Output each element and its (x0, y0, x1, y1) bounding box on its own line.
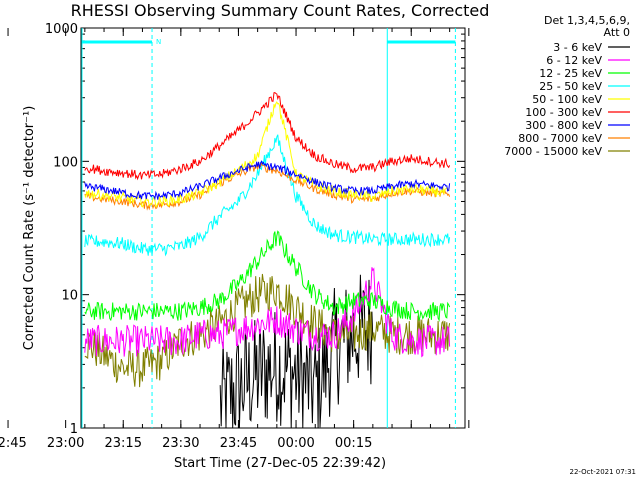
y-tick-label: 1 (70, 422, 78, 437)
x-tick-label: 00:00 (277, 436, 314, 451)
legend-label: 100 - 300 keV (525, 106, 602, 119)
x-tick-label: 23:30 (162, 436, 199, 451)
chart-title: RHESSI Observing Summary Count Rates, Co… (71, 1, 490, 20)
night-label: N (156, 38, 161, 46)
x-tick-label: 23:45 (220, 436, 257, 451)
detector-header: Det 1,3,4,5,6,9, (544, 14, 630, 27)
x-tick-label: 22:45 (0, 436, 27, 451)
series-lines (84, 92, 451, 429)
series-line-2 (84, 230, 451, 322)
axis-ticks: 1 10 100 1000 22:45 23:00 23:15 23:30 23:45 00:00… (0, 22, 470, 451)
attenuator-header: Att 0 (604, 26, 630, 39)
x-tick-label: 00:15 (335, 436, 372, 451)
legend-label: 300 - 800 keV (525, 119, 602, 132)
y-tick-label: 100 (53, 155, 78, 170)
legend-label: 12 - 25 keV (539, 67, 602, 80)
y-tick-label: 10 (61, 289, 78, 304)
series-line-0 (219, 274, 374, 429)
footer-timestamp: 22-Oct-2021 07:31 (570, 468, 636, 476)
series-line-1 (84, 267, 451, 358)
night-markers: N (81, 28, 456, 428)
legend-label: 3 - 6 keV (553, 41, 602, 54)
legend-label: 50 - 100 keV (532, 93, 602, 106)
x-tick-label: 23:15 (105, 436, 142, 451)
x-tick-label: 23:00 (47, 436, 84, 451)
legend-label: 7000 - 15000 keV (504, 145, 602, 158)
x-axis-label: Start Time (27-Dec-05 22:39:42) (174, 456, 386, 471)
y-axis-label: Corrected Count Rate (s⁻¹ detector⁻¹) (22, 106, 37, 351)
series-line-6 (84, 160, 451, 201)
y-tick-label: 1000 (45, 22, 78, 37)
legend-label: 6 - 12 keV (546, 54, 602, 67)
series-line-4 (84, 101, 450, 208)
legend-label: 25 - 50 keV (539, 80, 602, 93)
plot-frame (80, 27, 466, 429)
series-line-3 (84, 134, 451, 257)
series-line-5 (84, 92, 451, 181)
series-line-8 (84, 273, 451, 388)
legend-label: 800 - 7000 keV (518, 132, 602, 145)
